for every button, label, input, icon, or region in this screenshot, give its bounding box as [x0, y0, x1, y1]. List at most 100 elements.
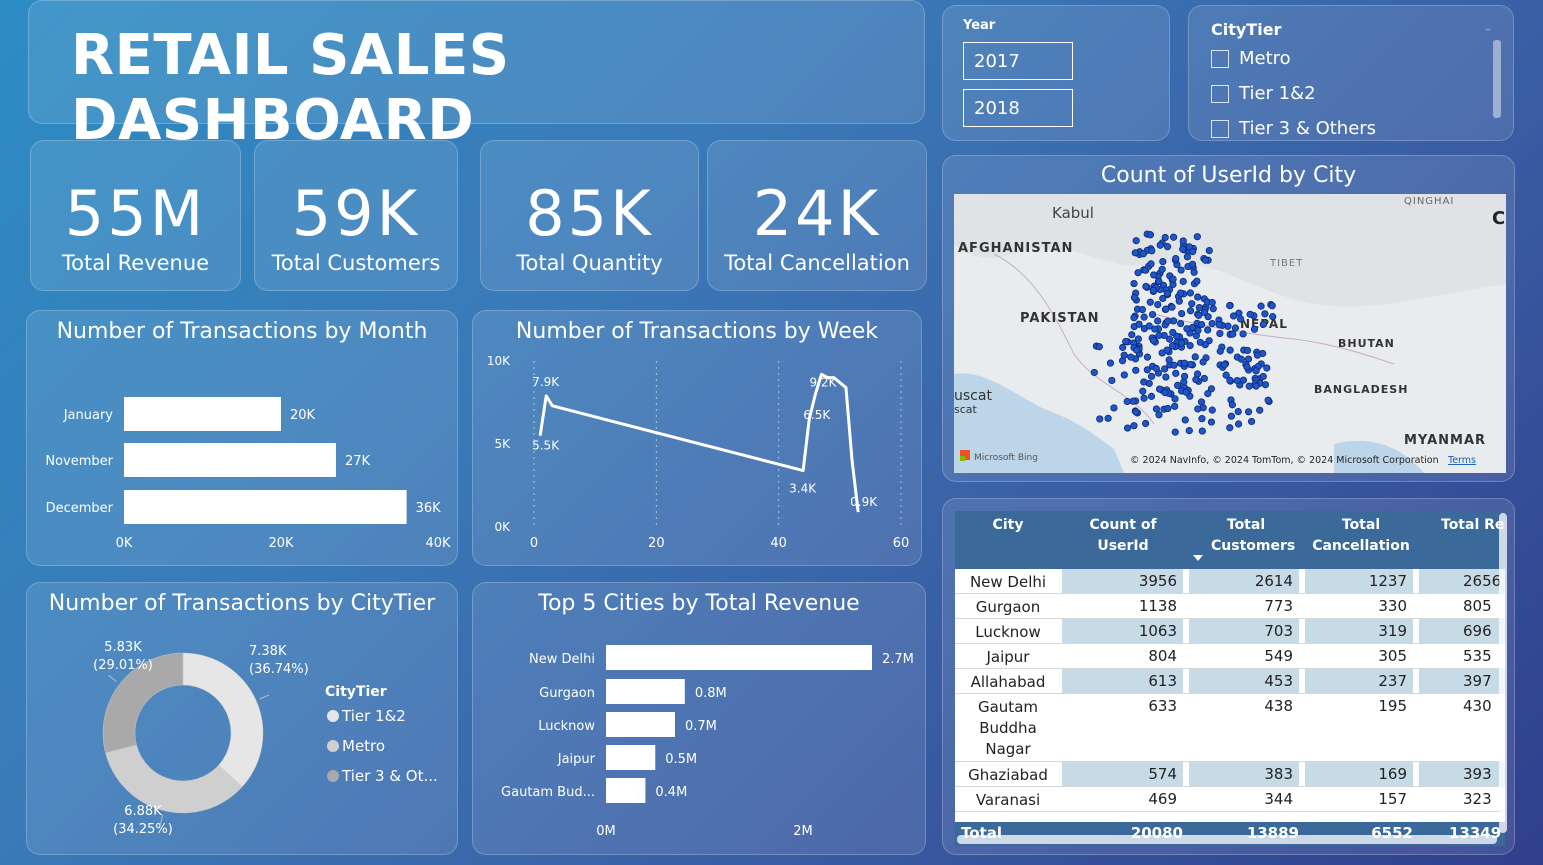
table-row[interactable]: Gautam Buddha Nagar 633 438 195 430	[955, 694, 1505, 762]
map-canvas[interactable]: Kabul AFGHANISTAN PAKISTAN TIBET NEPAL B…	[954, 194, 1506, 473]
map-data-point	[1163, 346, 1171, 354]
tier-data-label: (29.01%)	[93, 658, 153, 673]
map-data-point	[1228, 401, 1236, 409]
month-bar	[124, 490, 407, 524]
map-data-point	[1209, 305, 1217, 313]
map-data-point	[1120, 371, 1128, 379]
tier-data-label: 5.83K	[104, 640, 142, 655]
table-row[interactable]: Allahabad 613 453 237 397	[955, 669, 1505, 694]
map-data-point	[1152, 364, 1160, 373]
map-data-point	[1257, 302, 1265, 310]
map-data-point	[1152, 405, 1161, 413]
citytier-option-label: Tier 1&2	[1239, 83, 1316, 104]
map-data-point	[1140, 378, 1148, 386]
city-data-label: 2.7M	[882, 652, 914, 667]
city-tick-label: 2M	[793, 824, 813, 839]
table-row[interactable]: Gurgaon 1138 773 330 805	[955, 594, 1505, 619]
value-cell: 805	[1419, 594, 1505, 618]
tier-legend-label: Tier 1&2	[341, 707, 406, 725]
tier-data-label: (36.74%)	[249, 662, 309, 677]
map-data-point	[1190, 268, 1198, 276]
value-cell: 549	[1189, 644, 1299, 668]
map-copyright: © 2024 NavInfo, © 2024 TomTom, © 2024 Mi…	[1130, 455, 1439, 466]
map-data-point	[1229, 330, 1237, 338]
value-cell: 393	[1419, 762, 1505, 786]
map-data-point	[1227, 412, 1236, 420]
sort-descending-icon[interactable]	[1193, 555, 1203, 561]
map-data-point	[1216, 329, 1224, 338]
year-option-2017[interactable]: 2017	[963, 42, 1073, 80]
map-data-point	[1197, 398, 1206, 406]
map-terms-link[interactable]: Terms	[1447, 455, 1476, 466]
map-data-point	[1215, 321, 1223, 329]
sea-area	[954, 373, 1124, 473]
map-data-point	[1198, 320, 1206, 329]
slicer-scrollbar[interactable]	[1493, 40, 1501, 118]
kpi-value: 24K	[752, 177, 882, 250]
kpi-value: 85K	[525, 177, 654, 250]
map-data-point	[1143, 353, 1152, 361]
kpi-label: Total Revenue	[61, 251, 210, 275]
map-data-point	[1252, 382, 1260, 390]
map-data-point	[1178, 309, 1186, 318]
week-data-label: 5.5K	[532, 439, 560, 453]
map-data-point	[1236, 315, 1245, 323]
map-dots[interactable]	[1090, 230, 1277, 436]
table-row[interactable]: Ghaziabad 574 383 169 393	[955, 762, 1505, 787]
map-data-point	[1256, 406, 1264, 414]
checkbox-metro[interactable]	[1211, 50, 1229, 68]
city-data-label: 0.7M	[685, 719, 717, 734]
map-label: Kabul	[1052, 204, 1094, 222]
map-data-point	[1200, 374, 1208, 383]
column-header-city[interactable]: City	[992, 517, 1024, 533]
map-data-point	[1132, 237, 1140, 245]
checkbox-tier3[interactable]	[1211, 120, 1229, 138]
map-data-point	[1155, 331, 1163, 340]
column-header-count[interactable]: Count of UserId	[1089, 517, 1157, 554]
map-data-point	[1147, 260, 1155, 268]
column-header-customers[interactable]: Total Customers	[1211, 517, 1296, 554]
column-header-revenue[interactable]: Total Revenu	[1441, 517, 1505, 533]
month-data-label: 20K	[290, 408, 316, 423]
map-data-point	[1150, 271, 1158, 279]
value-cell: 1063	[1062, 619, 1183, 643]
table-row[interactable]: New Delhi 3956 2614 1237 2656	[955, 569, 1505, 594]
title-panel: RETAIL SALES DASHBOARD	[28, 0, 925, 153]
column-header-cancellation[interactable]: Total Cancellation	[1312, 517, 1410, 554]
map-data-point	[1171, 395, 1179, 403]
table-row[interactable]: Jaipur 804 549 305 535	[955, 644, 1505, 669]
map-data-point	[1145, 322, 1153, 330]
map-data-point	[1207, 385, 1216, 393]
table-horizontal-scrollbar[interactable]	[957, 835, 1497, 844]
map-data-point	[1186, 342, 1194, 350]
chevron-down-icon[interactable]: ⌄	[1482, 20, 1493, 34]
map-data-point	[1161, 365, 1169, 373]
year-option-2018[interactable]: 2018	[963, 89, 1073, 127]
month-chart-title: Number of Transactions by Month	[56, 319, 428, 344]
map-data-point	[1158, 265, 1166, 273]
week-x-tick-label: 20	[648, 536, 665, 551]
bing-logo-icon	[960, 450, 970, 460]
tier-data-label: 7.38K	[249, 644, 287, 659]
week-data-label: 6.5K	[803, 408, 831, 422]
checkbox-tier12[interactable]	[1211, 85, 1229, 103]
value-cell: 469	[1062, 787, 1183, 811]
tier-donut-slice	[182, 652, 264, 788]
table-vertical-scrollbar[interactable]	[1499, 513, 1507, 833]
city-bar	[606, 745, 656, 770]
map-data-point	[1169, 328, 1177, 337]
table-row[interactable]: Lucknow 1063 703 319 696	[955, 619, 1505, 644]
map-data-point	[1185, 427, 1193, 435]
value-cell: 319	[1305, 619, 1413, 643]
table-row[interactable]: Varanasi 469 344 157 323	[955, 787, 1505, 812]
kpi-card-quantity: 85K Total Quantity	[480, 140, 699, 291]
month-data-label: 27K	[345, 454, 371, 469]
tier-leader-line	[259, 694, 270, 700]
week-x-tick-label: 40	[770, 536, 787, 551]
tier-legend-label: Tier 3 & Ot...	[341, 767, 438, 785]
city-bar	[606, 778, 646, 803]
map-data-point	[1245, 382, 1253, 390]
map-data-point	[1135, 320, 1143, 328]
tier-legend-dot	[327, 710, 339, 722]
map-title: Count of UserId by City	[1100, 163, 1357, 188]
